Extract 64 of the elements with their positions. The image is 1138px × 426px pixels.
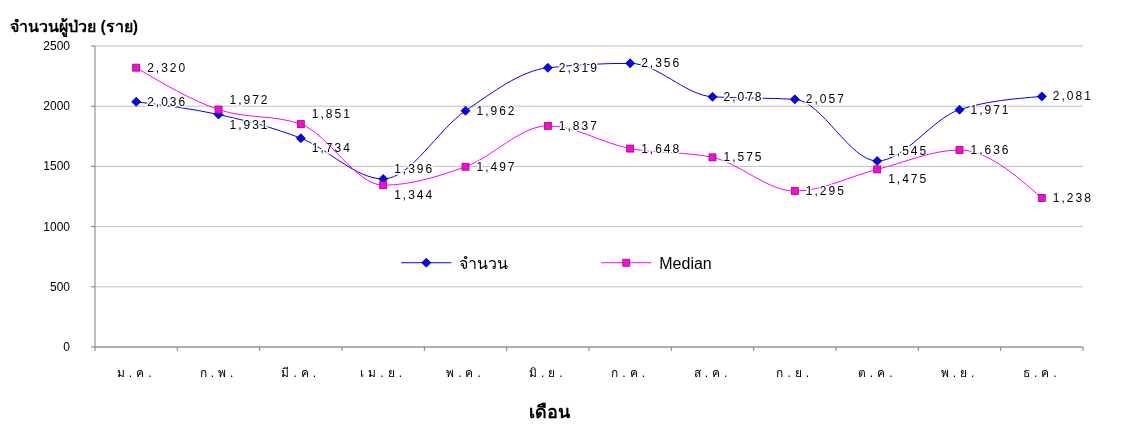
x-tick-label: ต.ค. (857, 366, 897, 380)
data-label: 2,320 (147, 60, 188, 75)
point (954, 104, 965, 115)
data-label: 1,837 (558, 118, 599, 133)
point (708, 153, 717, 162)
point (542, 62, 553, 73)
x-tick-label: พ.ย. (940, 366, 979, 380)
x-axis-title: เดือน (528, 402, 571, 422)
x-tick-label: ก.พ. (199, 366, 238, 380)
data-label: 2,081 (1052, 89, 1093, 104)
data-label: 1,971 (970, 102, 1011, 117)
x-tick-label: เม.ย. (360, 366, 406, 380)
data-label: 1,851 (311, 107, 352, 122)
y-tick-label: 500 (49, 279, 71, 294)
data-label: 1,962 (476, 103, 517, 118)
point (626, 144, 635, 153)
point (460, 105, 471, 116)
legend-label: จำนวน (459, 254, 509, 272)
data-label: 2,036 (147, 94, 188, 109)
point (790, 187, 799, 195)
data-label: 2,356 (641, 56, 682, 71)
point (214, 105, 223, 114)
point (707, 91, 718, 102)
point (789, 94, 800, 105)
data-label: 2,319 (558, 60, 599, 75)
data-label: 1,575 (723, 150, 764, 165)
data-label: 1,648 (641, 141, 682, 156)
x-tick-label: ก.ค. (611, 366, 649, 380)
point (1036, 91, 1047, 102)
y-tick-label: 2500 (43, 39, 71, 53)
y-tick-label: 2000 (43, 99, 71, 114)
data-label: 1,475 (888, 172, 929, 187)
x-tick-label: มิ.ย. (529, 366, 567, 380)
point (131, 96, 142, 107)
data-label: 1,972 (229, 92, 270, 107)
point (873, 165, 882, 174)
point (461, 162, 470, 171)
y-tick-label: 1000 (43, 219, 71, 234)
y-axis-title: จำนวนผู้ป่วย (ราย) (10, 18, 139, 38)
y-tick-label: 1500 (43, 159, 71, 174)
data-label: 2,057 (805, 92, 846, 107)
legend-label: Median (659, 254, 712, 272)
point (379, 181, 388, 190)
x-tick-label: ม.ค. (116, 366, 156, 380)
data-label: 1,295 (805, 184, 846, 199)
point (955, 146, 964, 154)
point (132, 63, 141, 72)
x-tick-label: ส.ค. (693, 366, 732, 380)
data-label: 1,238 (1052, 190, 1093, 205)
x-tick-label: พ.ค. (446, 366, 485, 380)
point (1037, 194, 1046, 202)
point (296, 120, 305, 129)
point (872, 156, 883, 166)
data-label: 1,344 (394, 188, 435, 203)
point (625, 58, 636, 69)
point (295, 133, 306, 144)
x-tick-label: ก.ย. (776, 366, 814, 380)
data-label: 1,497 (476, 159, 517, 174)
x-tick-label: มี.ค. (281, 366, 321, 380)
data-label: 1,931 (229, 117, 270, 132)
y-tick-label: 0 (63, 340, 71, 354)
point (543, 121, 552, 130)
data-label: 1,636 (970, 143, 1011, 158)
x-tick-label: ธ.ค. (1023, 366, 1061, 380)
